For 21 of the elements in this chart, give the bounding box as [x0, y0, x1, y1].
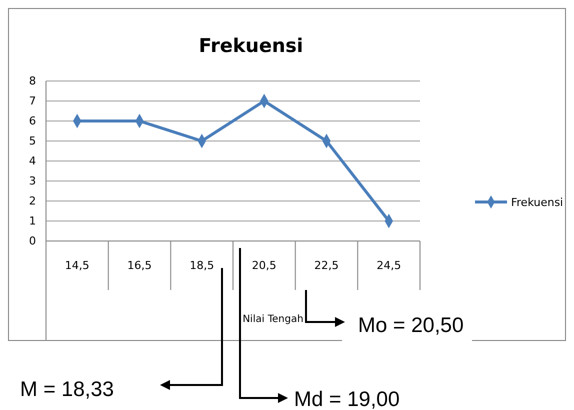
y-tick-label: 5	[29, 134, 36, 148]
x-tick-label: 14,5	[64, 258, 90, 272]
text: Md = 19,00	[294, 388, 400, 410]
x-tick-label: 24,5	[376, 258, 402, 272]
y-tick-label: 8	[29, 74, 36, 88]
x-tick-label: 22,5	[314, 258, 339, 272]
y-tick-label: 2	[29, 194, 36, 208]
x-tick-label: 18,5	[190, 258, 214, 272]
text: Mo = 20,50	[358, 314, 464, 337]
x-tick-label: 20,5	[252, 258, 276, 272]
y-tick-label: 0	[29, 234, 36, 248]
legend-label: Frekuensi	[511, 196, 564, 209]
x-axis-title: Nilai Tengah	[242, 314, 304, 325]
y-tick-label: 7	[29, 94, 36, 108]
chart-title: Frekuensi	[198, 35, 304, 57]
y-tick-label: 1	[29, 214, 36, 228]
text: M = 18,33	[20, 378, 114, 401]
y-tick-label: 6	[29, 114, 36, 128]
x-tick-label: 16,5	[127, 258, 152, 272]
y-tick-label: 3	[29, 174, 36, 188]
y-tick-label: 4	[29, 154, 36, 168]
